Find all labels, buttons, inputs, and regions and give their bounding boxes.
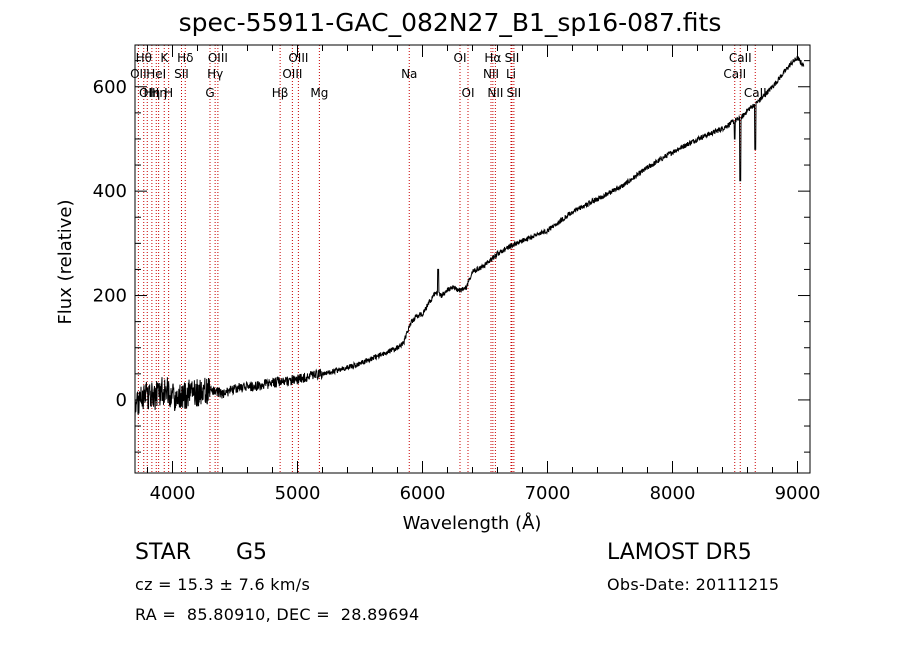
marker-label: H [164,86,173,100]
marker-label: Hγ [207,67,223,81]
x-tick-label: 8000 [650,483,696,504]
y-tick-label: 400 [93,181,127,202]
marker-label: OI [462,86,475,100]
y-tick-label: 0 [116,390,127,411]
marker-label: CaII [744,86,767,100]
x-tick-label: 5000 [275,483,321,504]
marker-label: CaII [729,51,752,65]
subclass-label: G5 [236,540,268,565]
marker-label: NII [487,86,503,100]
marker-label: Na [401,67,417,81]
plot-frame [134,44,811,474]
y-axis-label: Flux (relative) [55,199,76,324]
marker-label: OIII [208,51,228,65]
line-marker-labels: OIIHθOIIHηHeIHηKHSIIHδGHγOIIIHβOIIIOIIIM… [130,51,767,100]
marker-label: Hα [484,51,501,65]
marker-label: SII [174,67,189,81]
y-tick-label: 200 [93,286,127,307]
x-tick-label: 4000 [150,483,196,504]
marker-label: HeI [146,67,166,81]
marker-label: OIII [288,51,308,65]
survey-label: LAMOST DR5 [607,540,752,565]
marker-label: OIII [282,67,302,81]
marker-label: Li [506,67,516,81]
marker-label: NII [483,67,499,81]
marker-label: Hη [150,86,167,100]
chart-title: spec-55911-GAC_082N27_B1_sp16-087.fits [178,8,722,37]
x-tick-label: 6000 [400,483,446,504]
x-tick-label: 9000 [775,483,821,504]
marker-label: OII [130,67,147,81]
marker-label: K [160,51,169,65]
marker-label: SII [505,51,520,65]
marker-label: Hθ [136,51,152,65]
marker-label: Mg [310,86,328,100]
coords-text: RA = 85.80910, DEC = 28.89694 [135,605,420,624]
x-axis-label: Wavelength (Å) [403,512,542,534]
line-markers [137,45,756,473]
marker-label: OII [139,86,156,100]
marker-label: Hδ [177,51,193,65]
class-label: STAR [135,540,192,565]
y-axis-ticks: 0 200 400 600 [93,60,810,453]
marker-label: Hβ [272,86,289,100]
spectrum-line [134,54,805,425]
y-tick-label: 600 [93,77,127,98]
marker-label: Hη [144,86,161,100]
marker-label: OI [454,51,467,65]
x-axis-ticks: 4000 5000 6000 7000 8000 9000 [147,45,821,504]
redshift-text: cz = 15.3 ± 7.6 km/s [135,575,311,594]
marker-label: CaII [723,67,746,81]
x-tick-label: 7000 [525,483,571,504]
obs-date-text: Obs-Date: 20111215 [607,575,780,594]
marker-label: SII [507,86,522,100]
marker-label: G [205,86,214,100]
